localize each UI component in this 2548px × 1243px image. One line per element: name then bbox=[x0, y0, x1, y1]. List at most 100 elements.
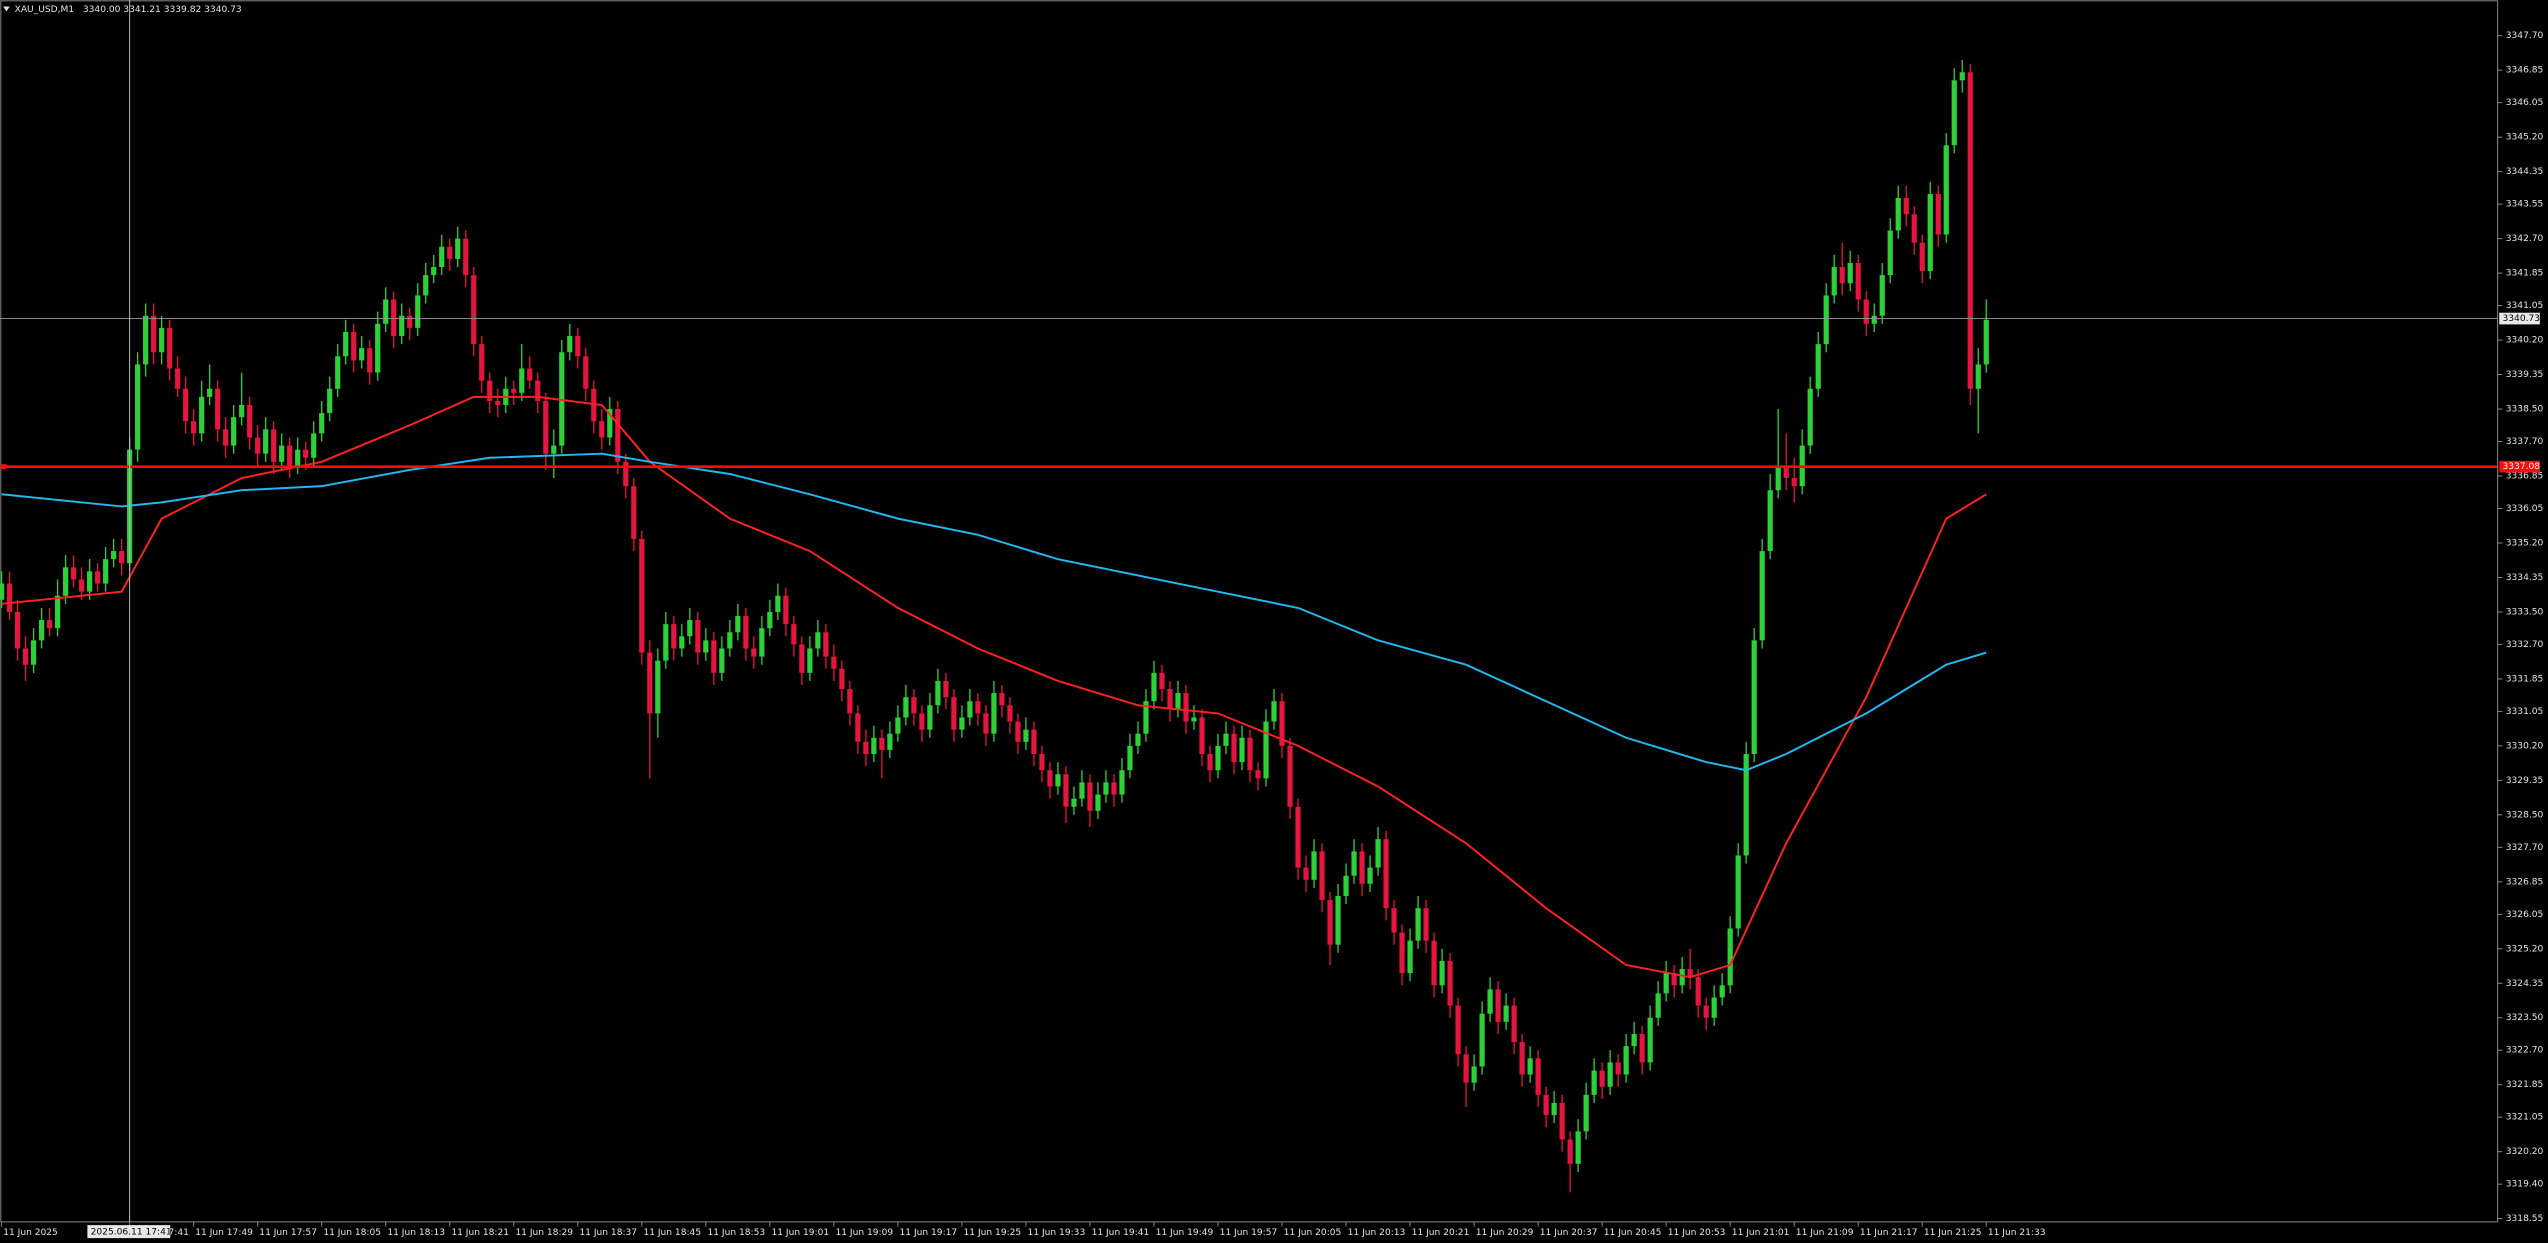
candle-body bbox=[1967, 72, 1973, 389]
candle-body bbox=[343, 331, 349, 357]
candle-body bbox=[183, 388, 189, 422]
candle-body bbox=[1599, 1070, 1605, 1087]
current-price-tag bbox=[2499, 312, 2540, 325]
y-tick-label: 3326.85 bbox=[2506, 877, 2544, 887]
candle-body bbox=[1863, 299, 1869, 324]
candle-body bbox=[655, 660, 661, 714]
ohlc-header: 3340.00 3341.21 3339.82 3340.73 bbox=[83, 5, 242, 15]
x-tick-label: 11 Jun 20:13 bbox=[1348, 1228, 1406, 1238]
candle-body bbox=[975, 701, 981, 714]
candle-body bbox=[599, 421, 605, 438]
candle-body bbox=[1487, 989, 1493, 1014]
candle-body bbox=[1887, 230, 1893, 276]
menu-arrow[interactable] bbox=[3, 6, 10, 12]
candle-body bbox=[559, 352, 565, 446]
candle-body bbox=[175, 368, 181, 389]
y-tick-label: 3347.70 bbox=[2506, 31, 2544, 41]
candle-body bbox=[1255, 770, 1261, 779]
candle-body bbox=[1519, 1042, 1525, 1075]
candle-body bbox=[1079, 782, 1085, 799]
candle-body bbox=[439, 246, 445, 268]
candle-body bbox=[295, 449, 301, 466]
y-tick-label: 3345.20 bbox=[2506, 133, 2544, 143]
candle-body bbox=[1183, 693, 1189, 722]
candle-body bbox=[135, 364, 141, 450]
candle-body bbox=[1103, 782, 1109, 795]
candle-body bbox=[1815, 344, 1821, 389]
candle-body bbox=[1775, 465, 1781, 491]
candle-body bbox=[871, 737, 877, 754]
candle-body bbox=[687, 620, 693, 637]
y-tick-label: 3341.85 bbox=[2506, 269, 2544, 279]
candle-body bbox=[1631, 1033, 1637, 1047]
candle-body bbox=[831, 656, 837, 669]
x-tick-label: 11 Jun 19:01 bbox=[771, 1228, 829, 1238]
candle-body bbox=[375, 323, 381, 373]
candle-body bbox=[1847, 262, 1853, 284]
candle-body bbox=[1711, 997, 1717, 1018]
candle-body bbox=[23, 648, 29, 665]
x-tick-label: 11 Jun 20:37 bbox=[1540, 1228, 1598, 1238]
candle-body bbox=[1303, 867, 1309, 880]
candle-body bbox=[1207, 753, 1213, 771]
y-tick-label: 3346.85 bbox=[2506, 66, 2544, 76]
candle-body bbox=[1415, 908, 1421, 941]
y-tick-label: 3336.05 bbox=[2506, 504, 2544, 514]
candle-body bbox=[719, 648, 725, 673]
candle-body bbox=[631, 486, 637, 539]
candle-body bbox=[1655, 993, 1661, 1018]
candle-body bbox=[791, 624, 797, 645]
candle-body bbox=[1511, 1005, 1517, 1043]
y-tick-label: 3337.70 bbox=[2506, 437, 2544, 447]
candle-body bbox=[335, 356, 341, 389]
y-tick-label: 3334.35 bbox=[2506, 573, 2544, 583]
x-tick-label: 11 Jun 21:01 bbox=[1732, 1228, 1790, 1238]
candle-body bbox=[1551, 1102, 1557, 1116]
candle-body bbox=[431, 267, 437, 276]
candle-body bbox=[1575, 1131, 1581, 1164]
candle-body bbox=[455, 238, 461, 259]
candle-body bbox=[1591, 1070, 1597, 1095]
y-tick-label: 3320.20 bbox=[2506, 1147, 2544, 1157]
candle-body bbox=[1959, 72, 1965, 81]
x-tick-label: 11 Jun 20:05 bbox=[1284, 1228, 1342, 1238]
candle-body bbox=[1767, 490, 1773, 552]
candle-body bbox=[7, 583, 13, 612]
candle-body bbox=[287, 445, 293, 466]
candle-body bbox=[1111, 782, 1117, 795]
candle-body bbox=[535, 380, 541, 401]
candle-body bbox=[1239, 737, 1245, 763]
candle-body bbox=[919, 713, 925, 730]
candle-body bbox=[959, 717, 965, 730]
candle-body bbox=[119, 551, 125, 564]
candle-body bbox=[1919, 242, 1925, 272]
candle-body bbox=[255, 437, 261, 454]
level-label: 3337.08 bbox=[2503, 462, 2541, 472]
candle-body bbox=[679, 636, 685, 649]
candle-body bbox=[1751, 640, 1757, 754]
candle-body bbox=[1231, 733, 1237, 763]
candle-body bbox=[423, 275, 429, 296]
y-tick-label: 3338.50 bbox=[2506, 405, 2544, 415]
x-tick-label: 11 Jun 19:33 bbox=[1028, 1228, 1086, 1238]
candle-body bbox=[1191, 717, 1197, 722]
candle-body bbox=[935, 680, 941, 706]
candle-body bbox=[1607, 1062, 1613, 1087]
candle-body bbox=[1327, 900, 1333, 945]
y-tick-label: 3322.70 bbox=[2506, 1046, 2544, 1056]
level-anchor bbox=[1, 464, 7, 470]
candle-body bbox=[1287, 745, 1293, 807]
candle-body bbox=[1567, 1139, 1573, 1164]
candle-body bbox=[407, 315, 413, 328]
candle-body bbox=[1807, 388, 1813, 446]
candle-body bbox=[1159, 672, 1165, 690]
candle-body bbox=[943, 680, 949, 698]
candle-body bbox=[1143, 701, 1149, 734]
candle-body bbox=[1295, 806, 1301, 868]
x-tick-label: 11 Jun 21:09 bbox=[1796, 1228, 1854, 1238]
candle-body bbox=[1263, 721, 1269, 779]
candle-body bbox=[703, 640, 709, 653]
candle-body bbox=[1687, 969, 1693, 978]
